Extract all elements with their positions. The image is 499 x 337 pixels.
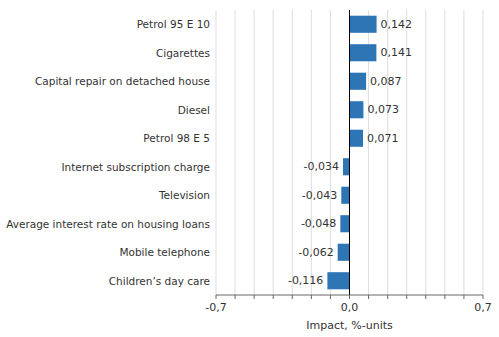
data-label: -0,116 [288,274,323,287]
tick-mark [235,295,236,299]
tick-mark [349,295,350,299]
tick-mark [463,295,464,299]
tick-mark [216,295,217,299]
tick-mark [368,295,369,299]
data-label: -0,048 [301,217,336,230]
tick-mark [292,295,293,299]
data-label: 0,087 [370,75,402,88]
category-label: Diesel [178,104,210,116]
x-axis-line [216,295,483,296]
tick-label: 0,0 [341,301,359,314]
bar [327,272,349,289]
tick-mark [387,295,388,299]
x-ticks: -0,7 0,0 0,7 [205,295,491,314]
grid-line [292,10,293,295]
grid [216,10,483,295]
category-label: Petrol 95 E 10 [137,18,210,30]
data-label: 0,071 [367,132,399,145]
data-label: 0,142 [381,18,413,31]
data-label: -0,034 [304,160,339,173]
category-label: Cigarettes [156,47,210,59]
data-label: -0,043 [302,189,337,202]
category-label: Capital repair on detached house [35,75,210,87]
bar [338,244,350,261]
bar [350,44,377,61]
category-labels: Children’s day care Mobile telephone Avera… [6,18,210,287]
grid-line [254,10,255,295]
tick-label: -0,7 [205,301,226,314]
zero-line [349,10,350,295]
grid-line [444,10,445,295]
bar [350,101,364,118]
bar [350,130,364,147]
bars [327,16,376,290]
data-label: 0,073 [367,103,399,116]
data-labels: -0,116 -0,062 -0,048 -0,043 -0,034 0,071 0,073… [288,18,412,288]
tick-mark [311,295,312,299]
grid-line [216,10,217,295]
tick-mark [483,295,484,299]
category-label: Television [158,189,210,201]
grid-line [349,10,350,295]
bar [350,73,367,90]
category-label: Mobile telephone [119,246,210,258]
bar [340,215,349,232]
data-label: -0,062 [298,246,333,259]
tick-mark [330,295,331,299]
category-label: Children’s day care [109,275,210,287]
tick-mark [254,295,255,299]
category-label: Petrol 98 E 5 [143,132,210,144]
x-axis-label: Impact, %-units [306,319,393,332]
tick-label: 0,7 [474,301,492,314]
data-label: 0,141 [380,46,412,59]
category-label: Average interest rate on housing loans [6,218,210,230]
bar [341,187,349,204]
tick-mark [273,295,274,299]
tick-mark [444,295,445,299]
grid-line [425,10,426,295]
grid-line [483,10,484,295]
tick-mark [425,295,426,299]
category-label: Internet subscription charge [61,161,210,173]
bar [343,158,349,175]
grid-line [463,10,464,295]
grid-line [273,10,274,295]
grid-line [235,10,236,295]
bar [350,16,377,33]
chart: Children’s day care Mobile telephone Avera… [0,0,499,337]
tick-mark [406,295,407,299]
